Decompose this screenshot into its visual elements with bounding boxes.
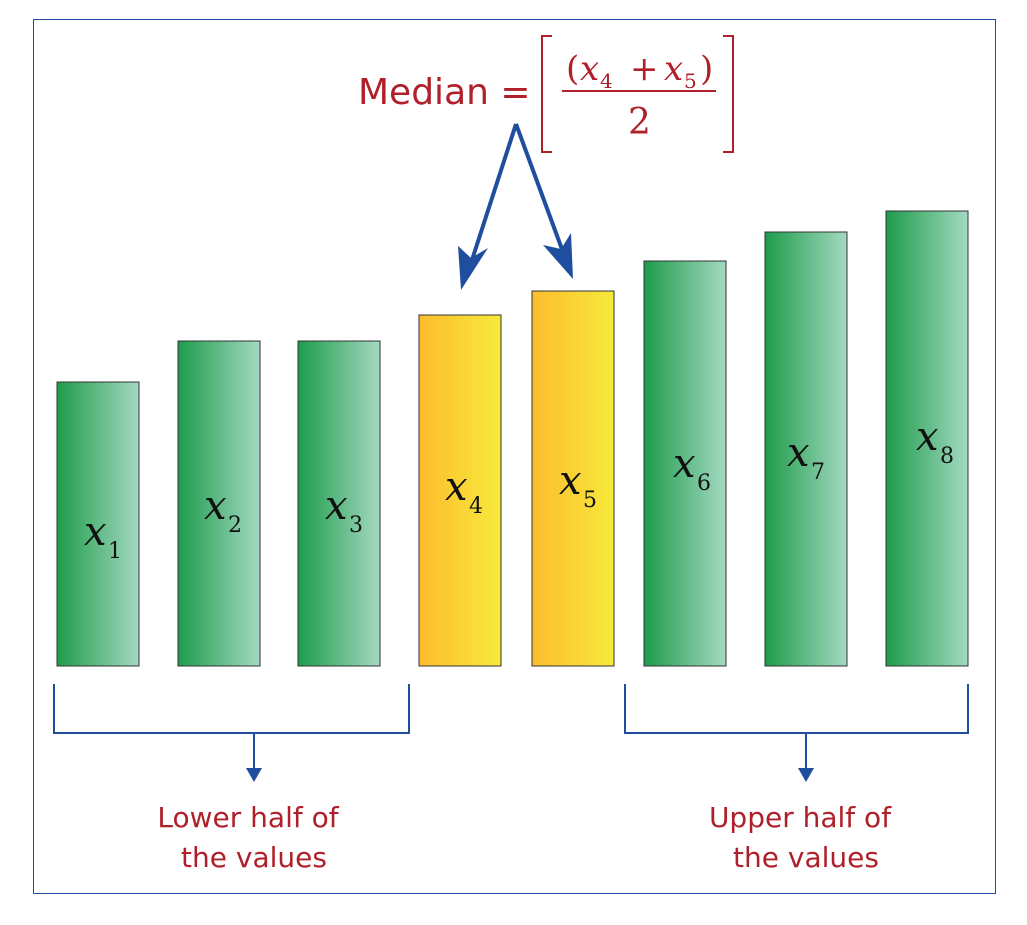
bar-x6: x 6 [643, 260, 727, 667]
svg-text:): ) [700, 49, 713, 89]
svg-text:1: 1 [108, 539, 122, 564]
upper-half-label-line1: Upper half of [709, 801, 892, 834]
svg-text:x: x [84, 509, 107, 555]
upper-half-label-line2: the values [733, 841, 879, 874]
svg-text:8: 8 [940, 444, 954, 469]
median-label: Median = [358, 72, 531, 113]
svg-text:3: 3 [349, 513, 363, 538]
lower-half-arrow-icon [246, 768, 262, 782]
svg-text:x: x [580, 49, 599, 89]
svg-text:+: + [630, 49, 659, 89]
arrow-to-x5-head [543, 233, 573, 279]
svg-text:x: x [559, 458, 582, 504]
lower-half-label-line1: Lower half of [157, 801, 339, 834]
arrow-to-x5-shaft [514, 123, 565, 253]
bar-x4: x 4 [418, 314, 502, 667]
formula-brackets [541, 35, 734, 153]
value-bars: x 1 x 2 x 3 x 4 x 5 x 6 x [56, 210, 969, 667]
lower-half-label-line2: the values [181, 841, 327, 874]
diagram-frame [33, 19, 996, 894]
bar-x3: x 3 [297, 340, 381, 667]
svg-text:(: ( [566, 49, 579, 89]
svg-text:7: 7 [811, 460, 825, 485]
svg-text:5: 5 [684, 69, 697, 93]
lower-half-bracket [53, 684, 410, 772]
svg-text:x: x [664, 49, 683, 89]
bar-x1: x 1 [56, 381, 140, 667]
svg-text:x: x [204, 483, 227, 529]
median-arrows [458, 123, 573, 290]
svg-text:4: 4 [600, 69, 613, 93]
svg-text:x: x [916, 414, 939, 460]
svg-text:5: 5 [583, 488, 597, 513]
svg-text:4: 4 [469, 494, 483, 519]
svg-text:x: x [325, 483, 348, 529]
svg-text:x: x [673, 441, 696, 487]
bar-x8: x 8 [885, 210, 969, 667]
bar-x5: x 5 [531, 290, 615, 667]
upper-half-bracket [624, 684, 969, 772]
svg-text:x: x [445, 464, 468, 510]
bar-x2: x 2 [177, 340, 261, 667]
bar-x7: x 7 [764, 231, 848, 667]
arrow-to-x4-shaft [470, 123, 518, 261]
upper-half-arrow-icon [798, 768, 814, 782]
median-formula: Median = ( x 4 + x 5 ) 2 [358, 35, 734, 153]
arrow-to-x4-head [458, 246, 488, 290]
svg-text:6: 6 [697, 471, 711, 496]
formula-denominator: 2 [628, 102, 651, 143]
svg-text:2: 2 [228, 513, 242, 538]
formula-numerator: ( x 4 + x 5 ) [566, 49, 713, 93]
svg-text:x: x [787, 430, 810, 476]
